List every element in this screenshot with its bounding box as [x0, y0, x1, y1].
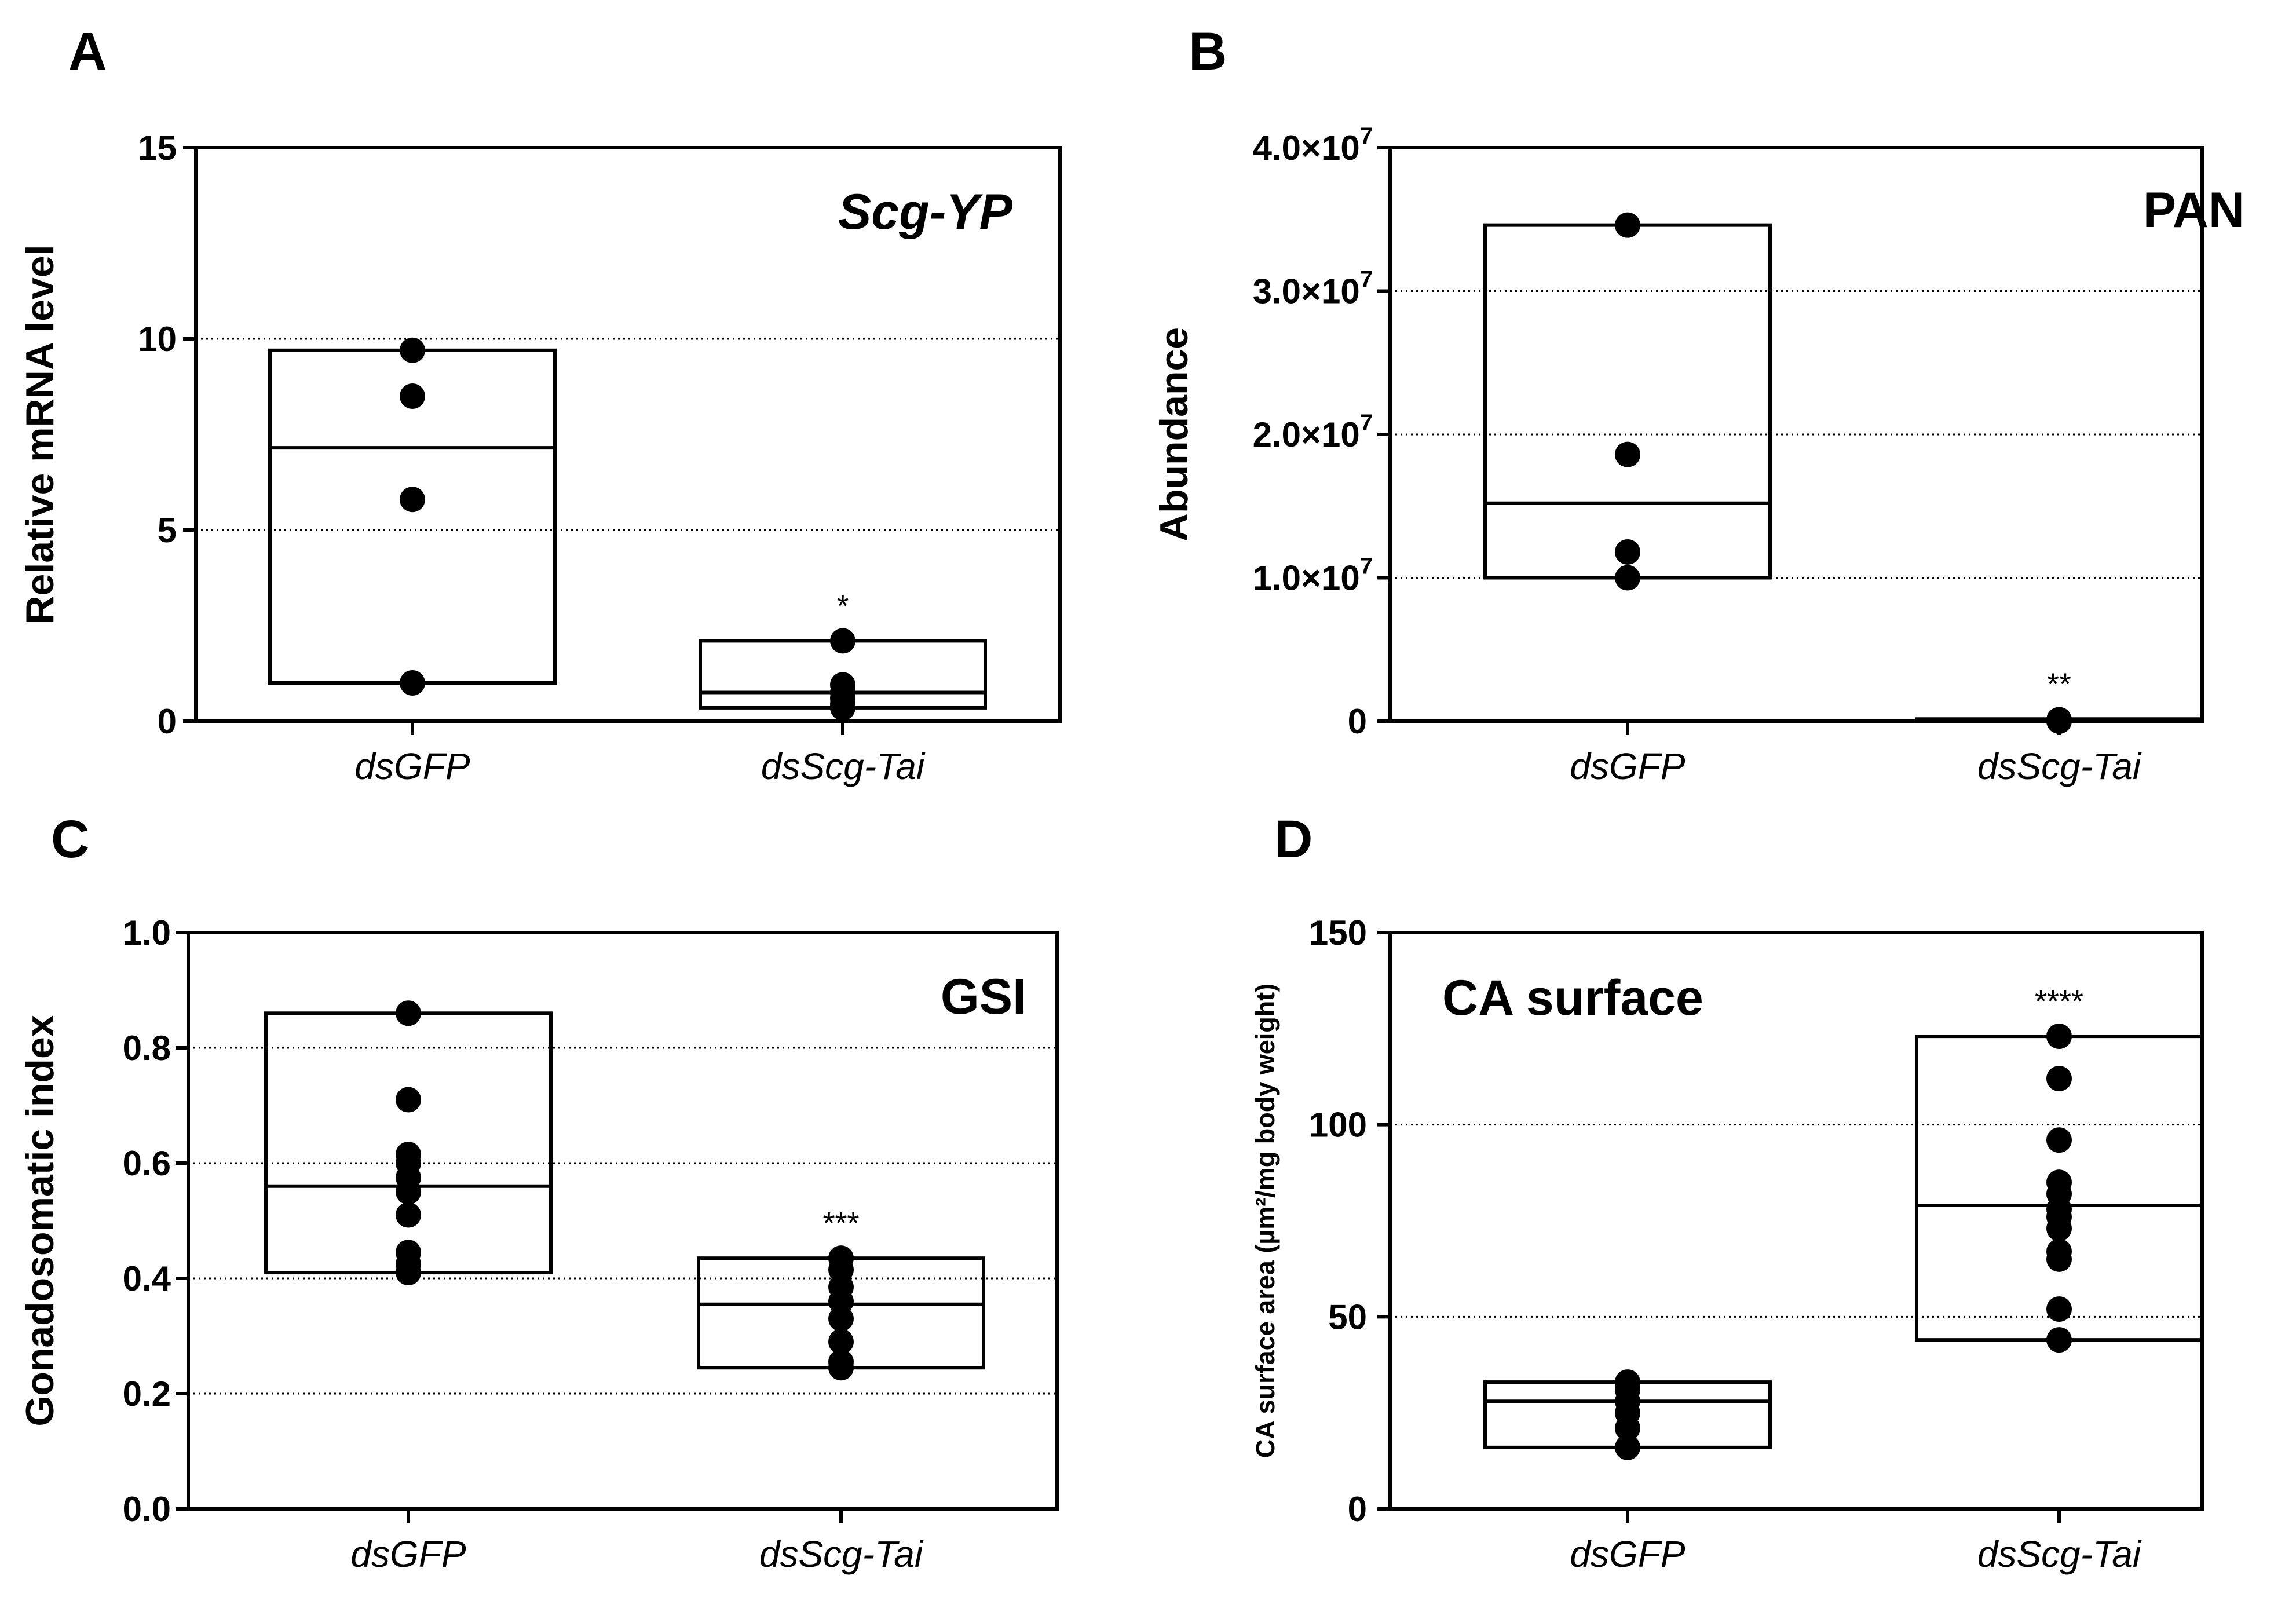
plot-frame	[194, 146, 1062, 723]
panel-letter: A	[68, 22, 107, 81]
y-tick-label: 0	[158, 702, 177, 741]
y-tick-label: 0.8	[123, 1029, 171, 1068]
x-tick-label: dsScg-Tai	[1977, 1533, 2142, 1575]
panel-letter: B	[1189, 22, 1227, 81]
y-tick-label: 0	[1348, 1490, 1367, 1529]
y-tick-label: 0.2	[123, 1375, 171, 1413]
data-point	[1615, 539, 1640, 565]
significance-marker: ***	[822, 1206, 859, 1241]
data-point	[2046, 1246, 2072, 1272]
data-point	[1615, 212, 1640, 238]
data-point	[396, 1202, 421, 1228]
y-tick-label: 0.6	[123, 1144, 171, 1183]
data-point	[2046, 1127, 2072, 1153]
x-tick-label: dsGFP	[1570, 1533, 1685, 1575]
x-tick-label: dsGFP	[1570, 745, 1685, 787]
x-tick-label: dsGFP	[354, 745, 470, 787]
x-tick-label: dsGFP	[350, 1533, 466, 1575]
data-point	[400, 383, 425, 409]
panel-title: CA surface	[1442, 970, 1703, 1026]
plot-frame	[1388, 146, 2204, 723]
y-axis-label: Relative mRNA level	[18, 244, 62, 624]
data-point	[1615, 441, 1640, 467]
y-axis-label: CA surface area (µm²/mg body weight)	[1251, 984, 1280, 1458]
y-tick-label: 150	[1309, 913, 1367, 952]
data-point	[396, 1260, 421, 1286]
panel-c: C 0.0 0.2 0.4 0.6 0.8 1.0 Gonadosomatic index ds…	[18, 810, 1059, 1575]
panel-title: PAN	[2143, 182, 2244, 238]
panel-title: GSI	[941, 969, 1026, 1025]
plot-frame	[187, 931, 1059, 1511]
significance-marker: *	[836, 589, 849, 623]
data-point	[828, 1306, 854, 1332]
data-point	[2046, 1327, 2072, 1353]
data-point	[2046, 1024, 2072, 1050]
data-point	[1615, 565, 1640, 591]
y-tick-label: 15	[138, 129, 177, 167]
y-tick-label: 5	[158, 511, 177, 550]
data-point	[396, 1179, 421, 1205]
x-tick-label: dsScg-Tai	[1977, 745, 2142, 787]
data-point	[830, 628, 855, 654]
data-point	[1615, 1434, 1640, 1460]
data-point	[828, 1355, 854, 1381]
y-tick-label: 50	[1328, 1297, 1367, 1336]
data-point	[396, 1087, 421, 1113]
significance-marker: **	[2047, 667, 2071, 701]
panel-letter: C	[51, 810, 89, 869]
data-point	[828, 1329, 854, 1355]
y-axis-label: Abundance	[1152, 327, 1196, 542]
data-point	[1615, 1415, 1640, 1441]
y-tick-label: 1.0	[123, 913, 171, 952]
data-point	[830, 695, 855, 721]
panel-title: Scg-YP	[838, 184, 1013, 240]
y-tick-label: 3.0×107	[1253, 267, 1373, 311]
y-axis-label: Gonadosomatic index	[18, 1015, 62, 1427]
panel-letter: D	[1274, 810, 1312, 869]
panel-d: D 0 50 100 150 CA surface area (µm²/mg body w…	[1251, 810, 2204, 1575]
y-tick-label: 10	[138, 320, 177, 359]
y-tick-label: 100	[1309, 1106, 1367, 1145]
data-point	[400, 670, 425, 696]
box-0	[1483, 223, 1772, 580]
data-point	[400, 337, 425, 363]
data-point	[396, 1000, 421, 1026]
x-tick-label: dsScg-Tai	[759, 1533, 924, 1575]
panel-b: B 0 1.0×107 2.0×107 3.0×107 4.0×107 Abundance d…	[1152, 22, 2244, 787]
y-tick-label: 0	[1348, 702, 1367, 741]
y-tick-label: 1.0×107	[1253, 554, 1373, 598]
data-point	[400, 487, 425, 513]
data-point	[2046, 1296, 2072, 1322]
y-tick-label: 0.4	[123, 1259, 171, 1298]
y-tick-label: 4.0×107	[1253, 123, 1373, 167]
panel-a: A 0 5 10 15 Relative mRNA level dsGFP dsScg-Tai…	[18, 22, 1062, 787]
y-tick-label: 2.0×107	[1253, 410, 1373, 454]
y-tick-label: 0.0	[123, 1490, 171, 1529]
data-point	[2046, 708, 2072, 734]
x-tick-label: dsScg-Tai	[761, 745, 926, 787]
data-point	[2046, 1215, 2072, 1241]
significance-marker: ****	[2035, 984, 2083, 1019]
data-point	[2046, 1066, 2072, 1092]
